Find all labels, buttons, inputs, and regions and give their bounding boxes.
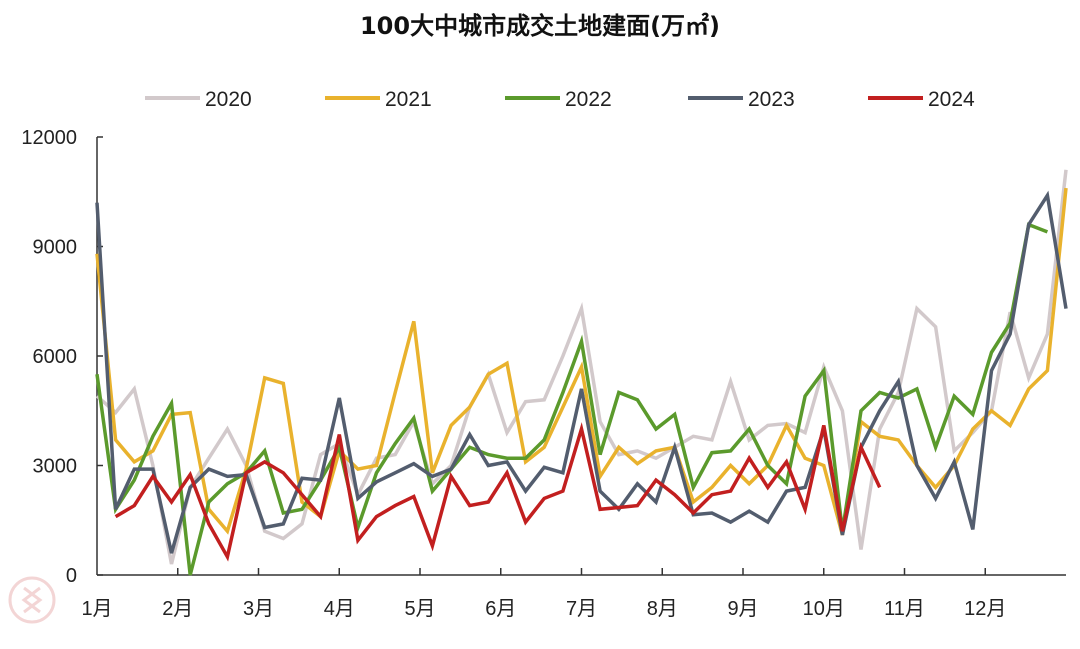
series-line-2022 (95, 222, 1049, 576)
x-tick-label: 10月 (803, 598, 845, 620)
x-tick-label: 12月 (964, 598, 1006, 620)
legend-label: 2020 (205, 88, 252, 111)
legend-label: 2023 (748, 88, 795, 111)
legend-label: 2024 (928, 88, 975, 111)
y-tick-label: 0 (66, 565, 77, 587)
y-tick-label: 9000 (33, 237, 78, 259)
x-tick-label: 1月 (81, 598, 112, 620)
y-tick-label: 6000 (33, 346, 78, 368)
x-tick-label: 11月 (884, 598, 925, 620)
y-tick-label: 12000 (21, 127, 77, 149)
x-tick-label: 4月 (324, 598, 355, 620)
x-tick-label: 2月 (162, 598, 193, 620)
legend-label: 2022 (565, 88, 612, 111)
x-tick-label: 7月 (566, 598, 597, 620)
series-line-2021 (95, 187, 1068, 536)
x-tick-label: 6月 (485, 598, 516, 620)
legend-label: 2021 (385, 88, 432, 111)
legend: 2020 2021 2022 2023 2024 (145, 88, 975, 111)
x-tick-label: 9月 (727, 598, 758, 620)
y-tick-label: 3000 (33, 456, 78, 478)
x-tick-label: 3月 (243, 598, 274, 620)
chart-title: 100大中城市成交土地建面(万㎡) (360, 12, 720, 40)
series-lines (95, 169, 1068, 576)
x-tick-label: 5月 (404, 598, 435, 620)
series-line-2024 (114, 422, 882, 562)
axes: 0 3000 6000 9000 12000 1月 2月 3月 4月 5月 6月 7月 8月 9月 10月 1… (21, 127, 1066, 620)
x-tick-label: 8月 (647, 598, 678, 620)
series-line-2023 (95, 190, 1068, 554)
watermark-logo (8, 576, 56, 624)
